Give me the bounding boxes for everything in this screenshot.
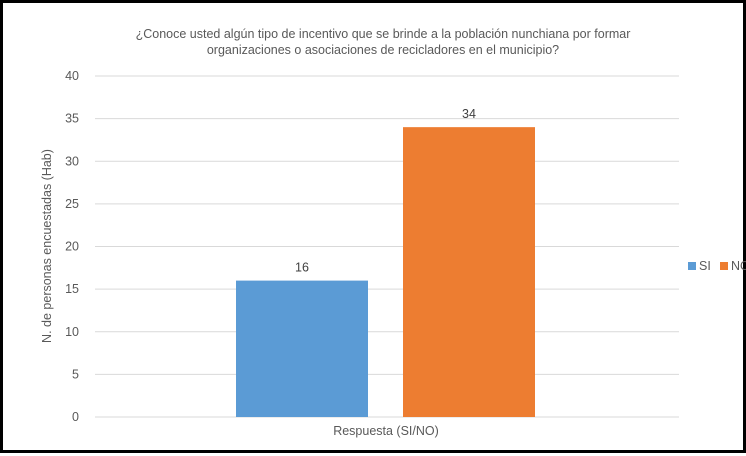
y-tick-label: 40	[65, 69, 79, 83]
bar-no	[403, 127, 535, 418]
legend: SI NO	[688, 259, 746, 273]
y-tick-label: 20	[65, 240, 79, 254]
chart-title-line-1: ¿Conoce usted algún tipo de incentivo qu…	[136, 27, 631, 41]
legend-label-no: NO	[731, 259, 746, 273]
y-tick-label: 5	[72, 367, 79, 381]
bars	[236, 127, 535, 418]
y-tick-label: 35	[65, 112, 79, 126]
y-tick-label: 15	[65, 282, 79, 296]
y-tick-label: 30	[65, 154, 79, 168]
y-tick-label: 0	[72, 410, 79, 424]
chart-title-line-2: organizaciones o asociaciones de recicla…	[207, 43, 559, 57]
bar-si	[236, 280, 368, 417]
y-tick-label: 10	[65, 325, 79, 339]
x-axis-title: Respuesta (SI/NO)	[333, 424, 439, 438]
legend-swatch-no	[720, 262, 728, 270]
y-tick-label: 25	[65, 197, 79, 211]
data-label-no: 34	[462, 107, 476, 121]
y-axis-ticks: 0 5 10 15 20 25 30 35 40	[65, 69, 79, 424]
legend-label-si: SI	[699, 259, 711, 273]
data-label-si: 16	[295, 261, 309, 275]
legend-swatch-si	[688, 262, 696, 270]
y-axis-title: N. de personas encuestadas (Hab)	[40, 149, 54, 343]
bar-chart: ¿Conoce usted algún tipo de incentivo qu…	[40, 27, 746, 438]
gridlines	[95, 75, 679, 418]
